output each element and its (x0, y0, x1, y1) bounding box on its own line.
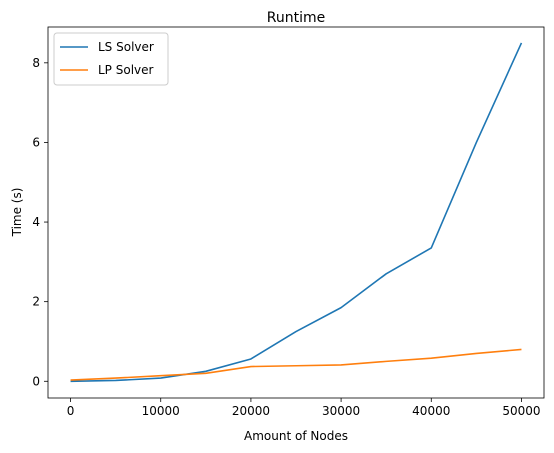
plot-frame (47, 26, 545, 399)
x-tick-label: 30000 (322, 404, 360, 418)
x-tick-label: 20000 (232, 404, 270, 418)
x-axis-ticks: 0 10000 20000 30000 40000 50000 (67, 398, 541, 418)
legend-entry-ls-solver: LS Solver (98, 40, 154, 54)
series-line-lp-solver (70, 348, 522, 381)
y-tick-label: 4 (32, 215, 40, 229)
y-tick-label: 8 (32, 56, 40, 70)
y-axis-label: Time (s) (10, 188, 24, 238)
x-axis-label: Amount of Nodes (244, 429, 348, 443)
legend-entry-lp-solver: LP Solver (98, 63, 154, 77)
chart-title: Runtime (267, 10, 325, 26)
y-axis-ticks: 0 2 4 6 8 (32, 56, 48, 388)
series-layer (70, 42, 523, 383)
x-tick-label: 0 (67, 404, 75, 418)
plot-area (47, 26, 545, 399)
x-tick-label: 10000 (142, 404, 180, 418)
x-tick-label: 50000 (502, 404, 540, 418)
x-tick-label: 40000 (412, 404, 450, 418)
legend-frame (53, 32, 169, 86)
y-tick-label: 2 (32, 295, 40, 309)
series-line-ls-solver (70, 42, 523, 383)
y-tick-label: 0 (32, 374, 40, 388)
y-tick-label: 6 (32, 135, 40, 149)
legend: LS Solver LP Solver (53, 32, 169, 86)
